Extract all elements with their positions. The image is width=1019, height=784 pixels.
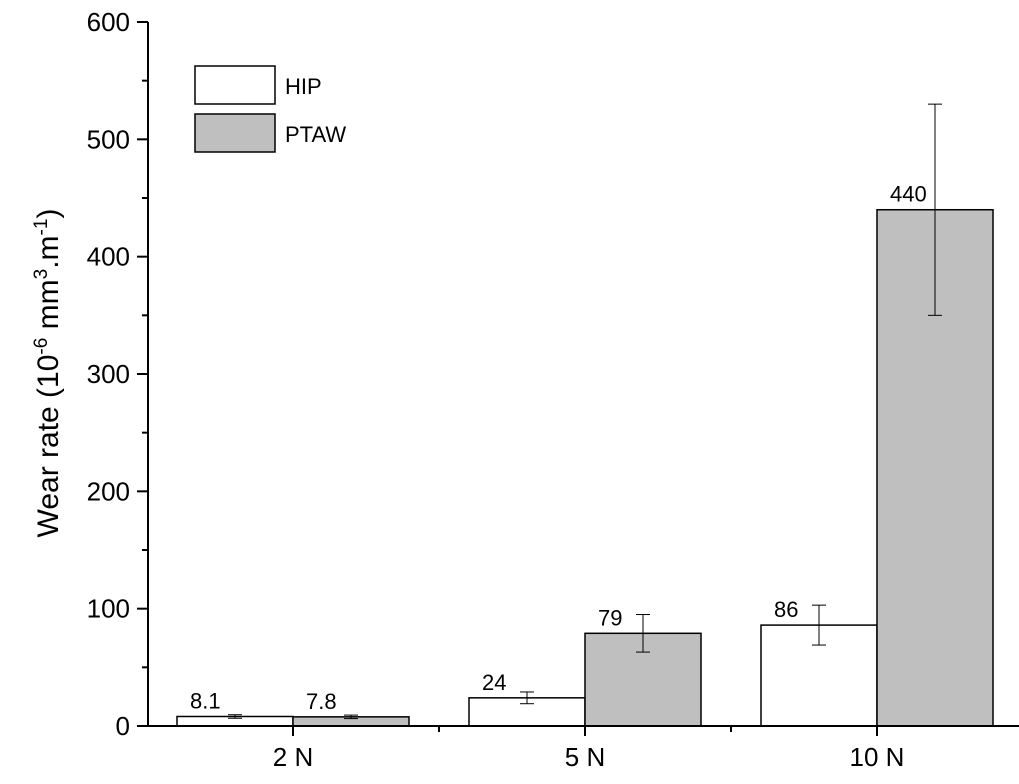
y-axis-title-part3: .m (32, 235, 65, 268)
legend-label-hip: HIP (285, 74, 322, 99)
legend-item-hip: HIP (194, 65, 322, 105)
error-bar-hip-2 (520, 691, 534, 705)
y-axis-title-part1: Wear rate (10 (32, 355, 65, 538)
data-label-hip-2: 24 (482, 670, 506, 695)
data-label-ptaw-3: 440 (890, 182, 927, 207)
legend-swatch-ptaw (194, 113, 276, 153)
y-axis-title-sup2: 3 (31, 269, 52, 280)
legend-swatch-hip (194, 65, 276, 105)
data-label-hip-1: 8.1 (190, 688, 221, 713)
error-bar-ptaw-3 (928, 103, 942, 316)
data-label-ptaw-2: 79 (598, 605, 622, 630)
error-bar-hip-3 (812, 604, 826, 646)
y-axis-title-sup1: -6 (31, 338, 52, 355)
error-bar-ptaw-2 (636, 614, 650, 653)
x-tick-label: 5 N (565, 742, 605, 772)
y-tick-label: 100 (87, 594, 130, 624)
y-tick-label: 400 (87, 242, 130, 272)
y-tick-label: 200 (87, 476, 130, 506)
error-bar-ptaw-1 (344, 714, 358, 720)
data-label-hip-3: 86 (774, 597, 798, 622)
error-bar-hip-1 (228, 714, 242, 719)
y-axis-title: Wear rate (10-6 mm3.m-1) (31, 209, 65, 538)
y-axis-title-part4: ) (32, 209, 65, 219)
y-axis-title-part2: mm (32, 279, 65, 337)
y-tick-label: 600 (87, 7, 130, 37)
legend-item-ptaw: PTAW (194, 113, 346, 153)
x-tick-label: 2 N (273, 742, 313, 772)
data-label-ptaw-1: 7.8 (306, 689, 337, 714)
y-tick-label: 300 (87, 359, 130, 389)
y-axis-title-sup3: -1 (31, 219, 52, 236)
legend-label-ptaw: PTAW (285, 122, 346, 147)
y-tick-label: 0 (116, 711, 130, 741)
y-tick-label: 500 (87, 124, 130, 154)
x-tick-label: 10 N (850, 742, 905, 772)
